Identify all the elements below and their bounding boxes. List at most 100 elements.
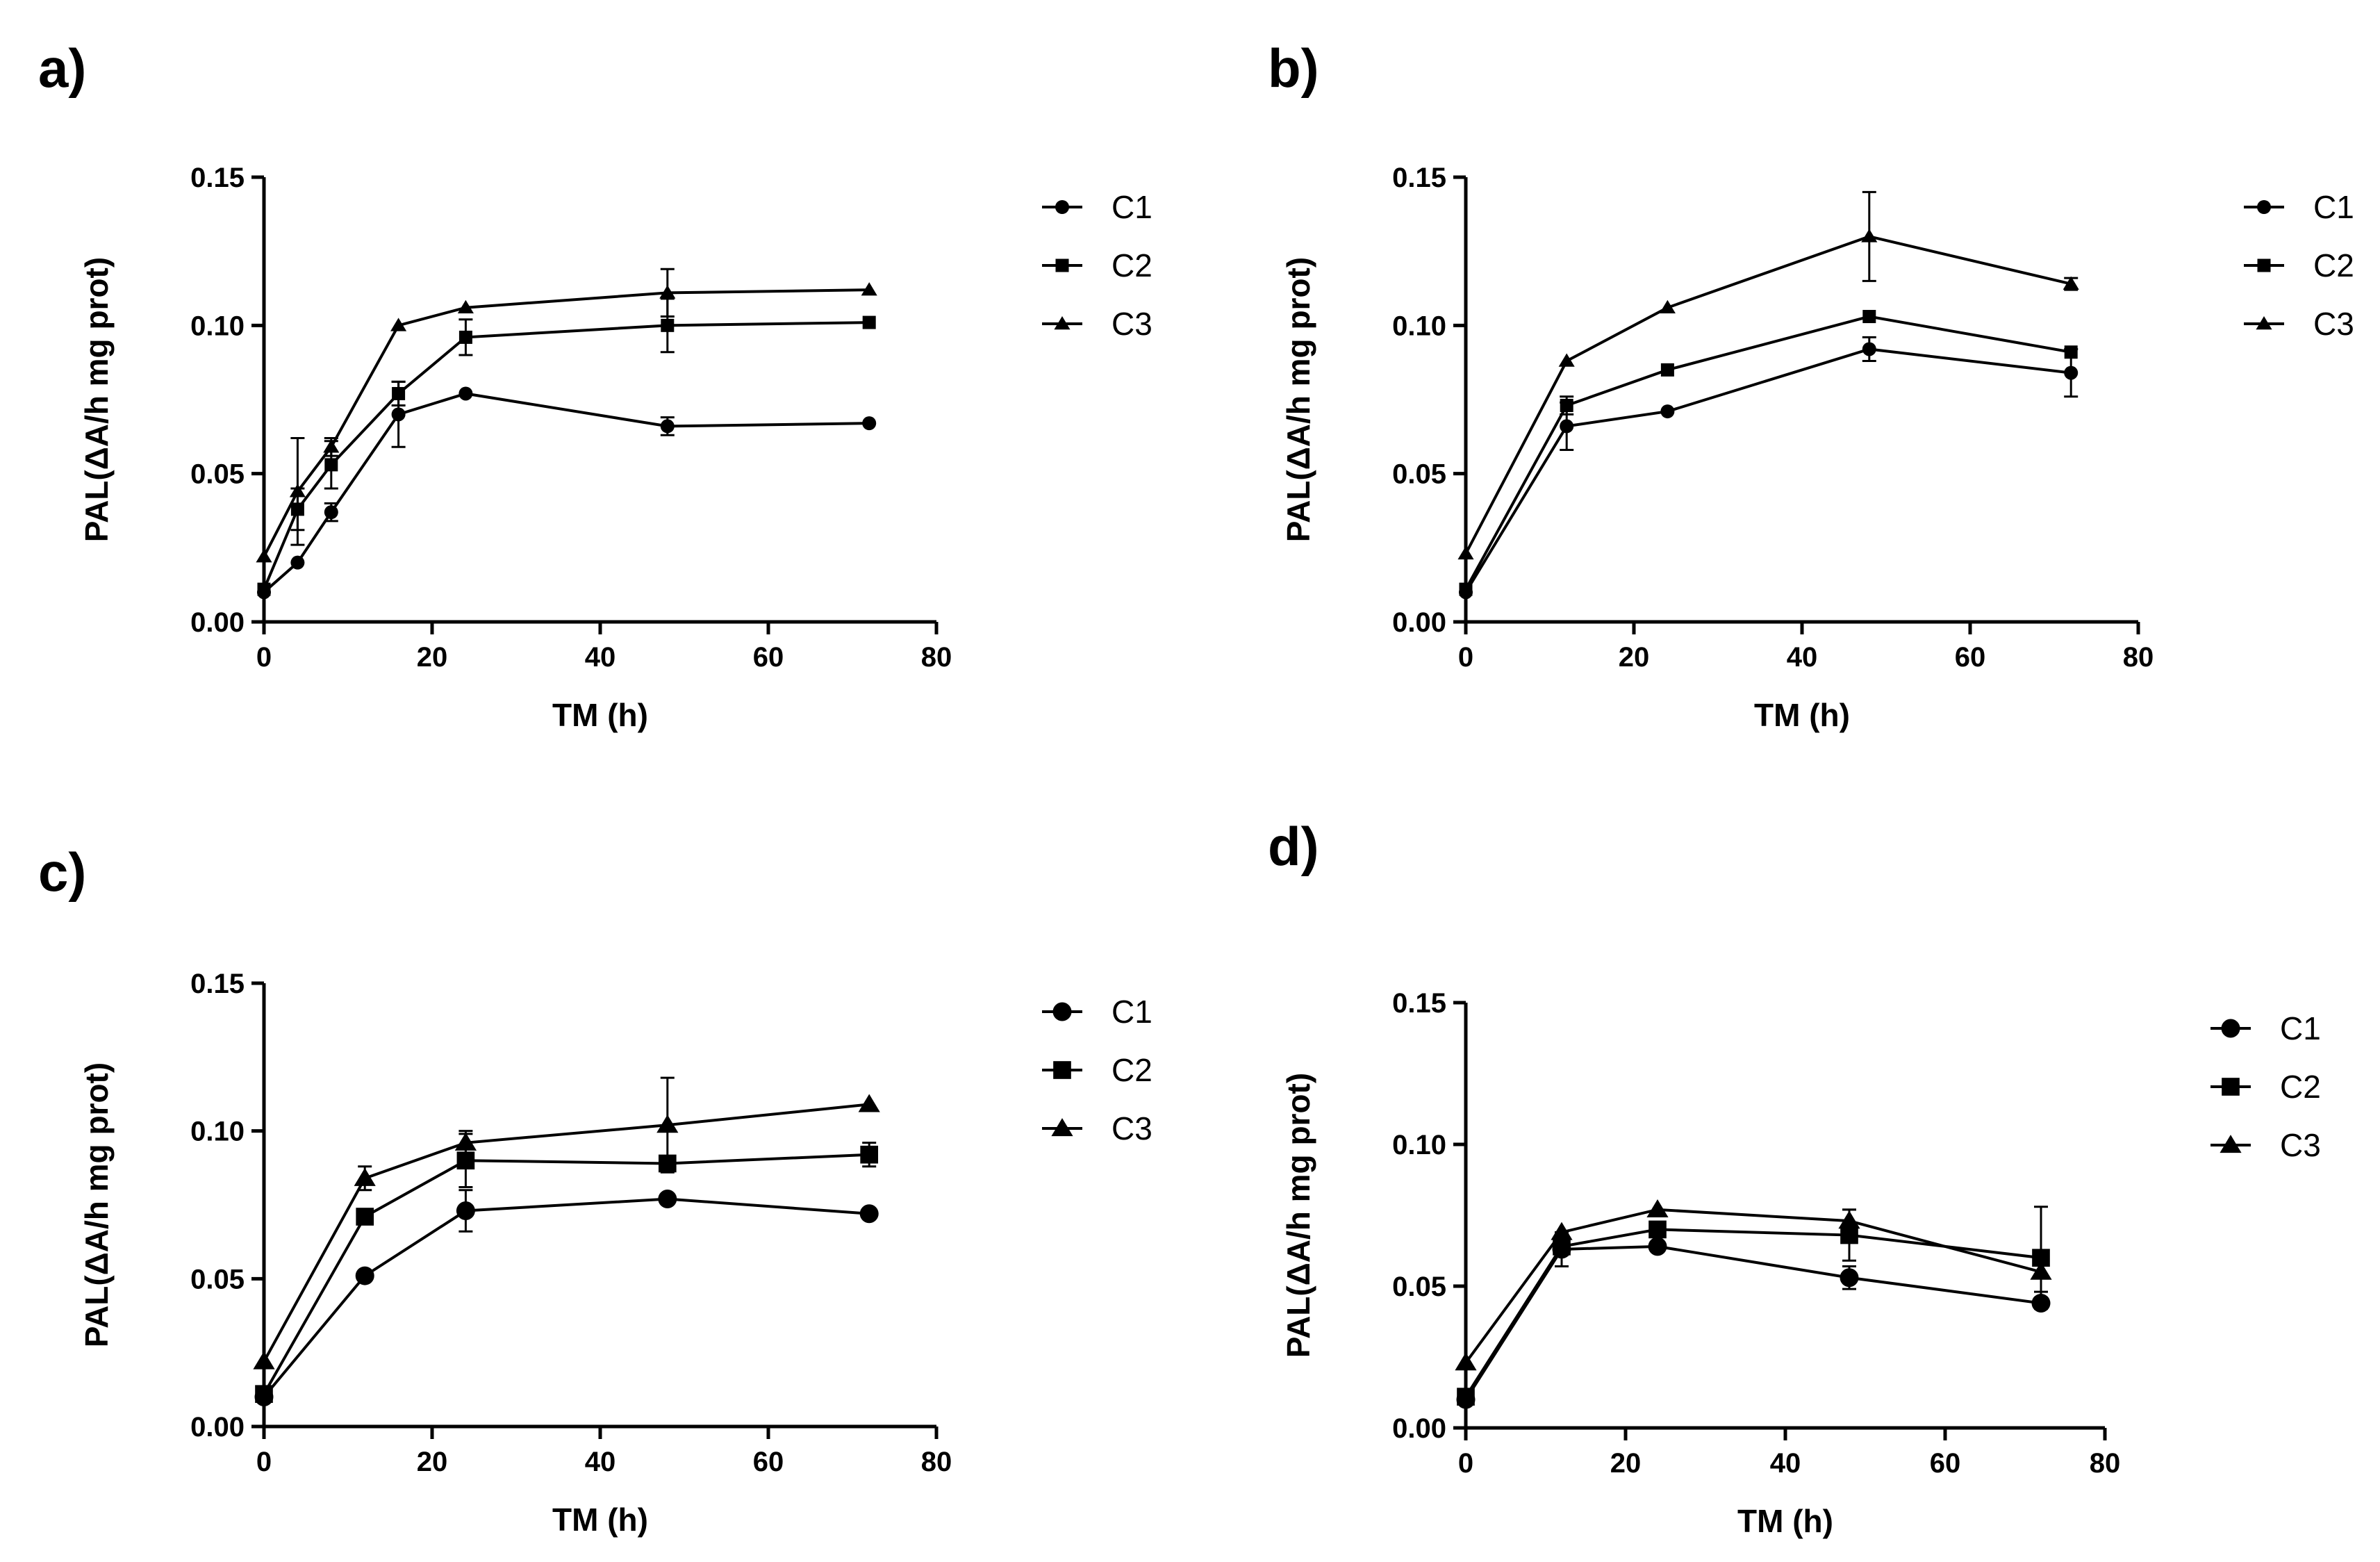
- x-tick-label: 40: [1787, 642, 1818, 673]
- data-point: [324, 458, 338, 472]
- chart-panel-c: c) 0.00 0.05 0.10 0.15 0 20 40 60 80 TM (h) PAL(ΔA/…: [38, 841, 1152, 1538]
- data-point: [458, 386, 473, 401]
- legend-marker: [2256, 316, 2272, 330]
- x-tick-label: 0: [1458, 1448, 1473, 1479]
- legend-entry-c3: C3: [2210, 1127, 2321, 1163]
- legend-label: C1: [1112, 189, 1152, 225]
- legend-entry-c2: C2: [1042, 247, 1152, 283]
- legend-label: C1: [2313, 189, 2354, 225]
- legend-label: C3: [2313, 306, 2354, 342]
- data-point: [355, 1266, 374, 1285]
- x-tick-label: 0: [256, 1447, 272, 1477]
- data-point: [1455, 1352, 1477, 1371]
- x-tick-label: 80: [2123, 642, 2154, 673]
- legend-marker: [2257, 200, 2271, 214]
- data-point: [1457, 1388, 1475, 1406]
- series-c3: [1455, 1199, 2052, 1371]
- data-point: [255, 1385, 273, 1404]
- x-tick-label: 40: [585, 642, 616, 673]
- series-c2: [1459, 310, 2078, 596]
- data-point: [859, 1204, 879, 1224]
- data-point: [323, 439, 340, 453]
- x-tick-label: 0: [256, 642, 272, 673]
- panel-label: a): [38, 38, 86, 99]
- legend-marker: [1055, 200, 1069, 214]
- legend-marker: [2220, 1135, 2242, 1153]
- data-point: [862, 315, 876, 329]
- data-point: [392, 386, 406, 400]
- data-point: [2064, 365, 2079, 380]
- x-axis-title: TM (h): [552, 1502, 648, 1538]
- y-axis-title: PAL(ΔA/h mg prot): [78, 1062, 115, 1347]
- data-point: [861, 282, 877, 296]
- legend-entry-c1: C1: [2244, 189, 2354, 225]
- x-tick-label: 20: [417, 1447, 448, 1477]
- data-point: [354, 1167, 376, 1186]
- series-c3: [253, 1076, 880, 1370]
- y-tick-label: 0.10: [190, 311, 245, 341]
- panel-label: d): [1268, 816, 1319, 877]
- data-point: [1551, 1222, 1573, 1240]
- data-point: [324, 505, 338, 520]
- data-point: [1560, 419, 1574, 434]
- y-tick-label: 0.00: [1392, 607, 1446, 638]
- series-c3: [256, 268, 877, 563]
- legend-label: C3: [1112, 306, 1152, 342]
- data-point: [391, 407, 406, 422]
- y-tick-label: 0.05: [1392, 1272, 1446, 1302]
- legend-entry-c2: C2: [2244, 247, 2354, 283]
- data-point: [1648, 1237, 1667, 1256]
- data-point: [1862, 310, 1876, 324]
- data-point: [1646, 1199, 1669, 1217]
- data-point: [390, 318, 407, 331]
- data-point: [1862, 342, 1876, 356]
- legend-marker: [1051, 1118, 1073, 1137]
- data-point: [1861, 229, 1878, 242]
- series-c3: [1457, 190, 2079, 560]
- data-point: [2030, 1261, 2052, 1280]
- chart-panel-b: b) 0.00 0.05 0.10 0.15 0 20 40 60 80 TM (h) PAL(ΔA/…: [1268, 38, 2354, 733]
- chart-panel-d: d) 0.00 0.05 0.10 0.15 0 20 40 60 80 TM (h) PAL(ΔA/…: [1268, 816, 2321, 1539]
- y-tick-label: 0.15: [1392, 988, 1446, 1019]
- x-tick-label: 0: [1458, 642, 1473, 673]
- y-tick-label: 0.10: [1392, 1130, 1446, 1160]
- data-point: [656, 1115, 679, 1133]
- data-point: [1838, 1210, 1860, 1229]
- data-point: [1560, 399, 1573, 413]
- legend-entry-c1: C1: [2210, 1010, 2321, 1046]
- data-point: [1457, 545, 1474, 560]
- x-axis-title: TM (h): [552, 697, 648, 733]
- y-tick-label: 0.15: [190, 969, 245, 999]
- data-point: [290, 555, 305, 570]
- legend-marker: [1055, 258, 1069, 272]
- data-point: [2064, 345, 2078, 359]
- data-point: [1659, 299, 1676, 313]
- x-tick-label: 20: [1619, 642, 1650, 673]
- data-point: [458, 330, 472, 344]
- data-point: [256, 549, 272, 563]
- x-tick-label: 40: [585, 1447, 616, 1477]
- data-point: [253, 1351, 275, 1370]
- x-tick-label: 60: [1955, 642, 1986, 673]
- legend-marker: [1054, 316, 1071, 330]
- panel-label: b): [1268, 38, 1319, 99]
- legend-marker: [1053, 1061, 1071, 1079]
- data-point: [1648, 1220, 1667, 1239]
- data-point: [660, 419, 675, 434]
- x-tick-label: 20: [1610, 1448, 1642, 1479]
- legend-entry-c3: C3: [1042, 306, 1152, 342]
- data-point: [858, 1094, 880, 1112]
- legend-entry-c2: C2: [2210, 1069, 2321, 1105]
- data-point: [257, 582, 271, 596]
- x-axis-title: TM (h): [1737, 1503, 1833, 1539]
- data-point: [1660, 363, 1674, 377]
- x-tick-label: 60: [753, 642, 784, 673]
- legend-label: C2: [2280, 1069, 2321, 1105]
- legend-label: C2: [1112, 1052, 1152, 1088]
- data-point: [862, 416, 877, 431]
- data-point: [2063, 276, 2079, 290]
- series-c2: [1457, 1206, 2050, 1406]
- legend-entry-c1: C1: [1042, 994, 1152, 1030]
